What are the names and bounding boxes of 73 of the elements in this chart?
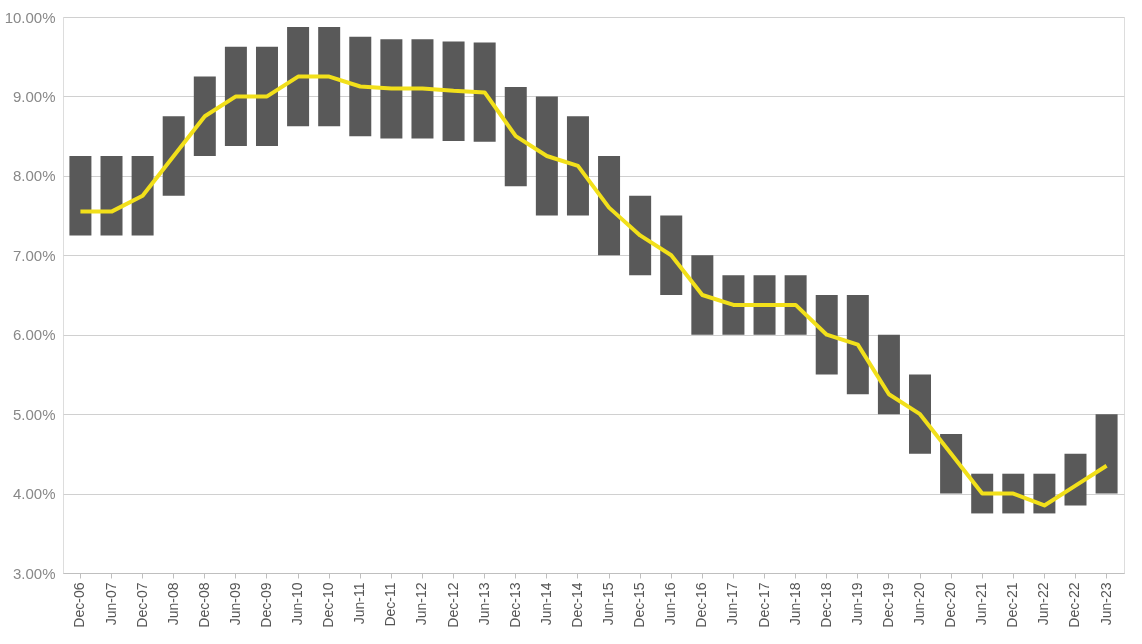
x-tick-label: Jun-20 [911,582,928,626]
bar [535,96,558,216]
x-tick-label: Jun-13 [475,582,492,626]
bar [193,76,216,156]
bar [753,275,776,335]
bar [318,26,341,127]
x-tick-label: Jun-23 [1097,582,1114,626]
bar [877,334,900,415]
x-tick-label: Jun-15 [600,582,617,626]
y-tick-label: 3.00% [12,564,56,582]
bar [815,295,838,375]
bar [784,275,807,335]
line-series [78,74,1109,508]
bar [722,275,745,335]
x-tick-label: Dec-22 [1066,582,1083,628]
bar [1095,414,1118,494]
bar [660,215,683,295]
x-tick-label: Dec-20 [942,582,959,628]
y-tick-label: 8.00% [12,167,56,185]
x-tick-label: Dec-13 [506,582,523,628]
x-tick-label: Dec-10 [320,582,337,628]
bar [349,36,372,137]
y-tick-label: 10.00% [4,8,56,26]
x-tick-label: Dec-07 [133,582,150,628]
bar [473,42,496,142]
x-tick-label: Jun-16 [662,582,679,626]
x-tick-label: Dec-06 [71,582,88,628]
bar [255,46,278,147]
bar [162,116,185,196]
y-tick-label: 6.00% [12,326,56,344]
bar [131,156,154,236]
x-tick-label: Dec-11 [382,582,399,627]
x-tick-label: Jun-09 [226,582,243,626]
x-tick-label: Jun-07 [102,582,119,626]
y-tick-label: 7.00% [12,246,56,264]
x-tick-label: Jun-22 [1035,582,1052,626]
x-tick-label: Dec-19 [879,582,896,628]
x-tick-label: Jun-18 [786,582,803,626]
bar [224,46,247,147]
x-tick-label: Dec-18 [817,582,834,628]
x-tick-label: Jun-08 [164,582,181,626]
x-tick-label: Jun-17 [724,582,741,626]
x-tick-label: Jun-12 [413,582,430,626]
bar [287,26,310,127]
bar [1064,453,1087,506]
bar [411,39,434,139]
bar [100,156,123,236]
y-tick-label: 5.00% [12,405,56,423]
x-tick-label: Jun-21 [973,582,990,626]
bar [442,41,465,141]
bar [69,156,92,236]
x-tick-label: Dec-14 [568,582,585,628]
bar [629,195,652,276]
bar [504,86,527,187]
bar [380,39,403,139]
y-tick-label: 4.00% [12,485,56,503]
bar [566,116,589,216]
x-tick-label: Dec-21 [1004,582,1021,628]
x-tick-label: Dec-09 [257,582,274,628]
x-tick-label: Jun-19 [848,582,865,626]
y-tick-label: 9.00% [12,87,56,105]
x-tick-label: Dec-16 [693,582,710,628]
x-tick-label: Dec-15 [631,582,648,628]
x-tick-label: Dec-08 [195,582,212,628]
bar [691,255,714,335]
x-tick-label: Dec-17 [755,582,772,628]
x-tick-label: Jun-11 [351,582,368,625]
bar [598,156,621,256]
x-tick-label: Dec-12 [444,582,461,628]
bar [846,295,869,395]
bar [909,374,932,454]
x-tick-label: Jun-10 [289,582,306,626]
x-tick-label: Jun-14 [537,582,554,626]
